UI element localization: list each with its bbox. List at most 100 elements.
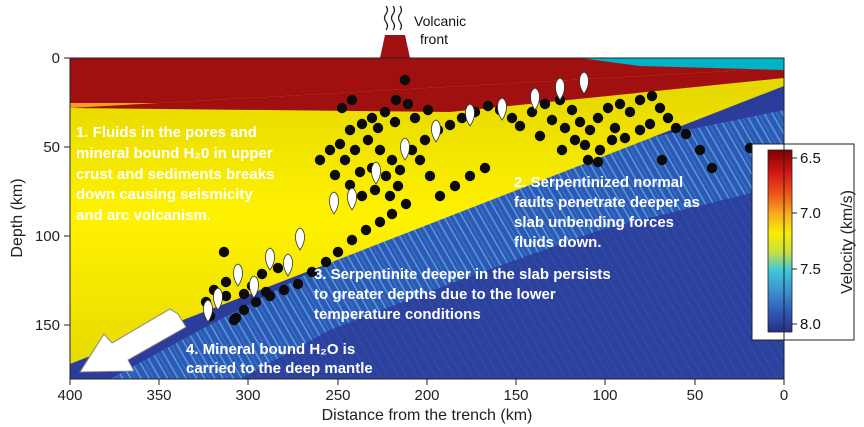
colorbar-tick: 6.5 — [800, 150, 821, 167]
earthquake-dot — [546, 114, 558, 126]
fluid-drop-icon — [371, 161, 381, 185]
earthquake-dot — [706, 162, 718, 174]
x-tick: 400 — [57, 387, 82, 404]
earthquake-dot — [349, 144, 361, 156]
earthquake-dot — [379, 106, 391, 118]
earthquake-dot — [414, 154, 426, 166]
earthquake-dot — [400, 198, 412, 210]
slab-crust-cover — [70, 68, 784, 112]
x-tick: 350 — [146, 387, 171, 404]
earthquake-dot — [392, 180, 404, 192]
earthquake-dot — [344, 124, 356, 136]
earthquake-dot — [238, 304, 250, 316]
annotation-2: 2. Serpentinized normal faults penetrate… — [514, 174, 700, 251]
svg-text:down causing seismicity: down causing seismicity — [76, 186, 253, 203]
earthquake-dot — [609, 122, 621, 134]
x-tick: 150 — [503, 387, 528, 404]
earthquake-dot — [394, 164, 406, 176]
earthquake-dot — [256, 268, 268, 280]
fluid-drop-icon — [465, 103, 475, 127]
fluid-drop-icon — [555, 77, 565, 101]
svg-text:temperature conditions: temperature conditions — [314, 306, 481, 323]
colorbar-tick: 8.0 — [800, 316, 821, 333]
ocean-water — [580, 58, 784, 70]
svg-text:1. Fluids in the pores and: 1. Fluids in the pores and — [76, 124, 257, 141]
earthquake-dot — [292, 278, 304, 290]
svg-text:2. Serpentinized normal: 2. Serpentinized normal — [514, 174, 683, 191]
overriding-crust — [70, 58, 784, 108]
earthquake-dot — [329, 169, 341, 181]
earthquake-dot — [356, 118, 368, 130]
earthquake-dot — [320, 256, 332, 268]
earthquake-dot — [409, 112, 421, 124]
earthquake-dot — [362, 134, 374, 146]
earthquake-dot — [384, 190, 396, 202]
earthquake-dot — [619, 132, 631, 144]
earthquake-dot — [369, 184, 381, 196]
svg-text:to greater depths due to the l: to greater depths due to the lower — [314, 286, 556, 303]
earthquake-dot — [374, 144, 386, 156]
svg-text:fluids down.: fluids down. — [514, 234, 602, 251]
earthquake-dot — [566, 104, 578, 116]
earthquake-dot — [482, 100, 494, 112]
svg-text:carried to the deep mantle: carried to the deep mantle — [186, 360, 373, 377]
earthquake-dot — [334, 138, 346, 150]
earthquake-dot — [366, 112, 378, 124]
colorbar: 6.5 7.0 7.5 8.0 Velocity (km/s) — [751, 143, 856, 341]
volcano-cone — [380, 35, 410, 58]
earthquake-dot — [559, 122, 571, 134]
earthquake-dot — [584, 124, 596, 136]
svg-text:slab unbending forces: slab unbending forces — [514, 214, 674, 231]
annotation-3: 3. Serpentinite deeper in the slab persi… — [314, 266, 611, 323]
earthquake-dot — [278, 284, 290, 296]
earthquake-dot — [514, 120, 526, 132]
earthquake-dot — [614, 98, 626, 110]
earthquake-dot — [434, 190, 446, 202]
earthquake-dot — [344, 179, 356, 191]
earthquake-dot — [220, 290, 232, 302]
x-axis-label: Distance from the trench (km) — [322, 407, 533, 424]
earthquake-dot — [624, 106, 636, 118]
earthquake-dot — [634, 124, 646, 136]
svg-text:faults penetrate deeper as: faults penetrate deeper as — [514, 194, 700, 211]
earthquake-dot — [386, 154, 398, 166]
earthquake-dot — [444, 119, 456, 131]
x-tick: 300 — [235, 387, 260, 404]
earthquake-dot — [449, 180, 461, 192]
fluid-drops — [203, 71, 589, 323]
earthquake-dot — [680, 128, 692, 140]
earthquake-dot — [402, 98, 414, 110]
fluid-drop-icon — [233, 263, 243, 287]
svg-text:4. Mineral bound H₂O is: 4. Mineral bound H₂O is — [186, 341, 355, 358]
fluid-drop-icon — [295, 227, 305, 251]
x-tick: 0 — [780, 387, 788, 404]
annotation-1: 1. Fluids in the pores and mineral bound… — [76, 124, 274, 224]
steam-icon — [383, 5, 403, 31]
volcanic-front-label-line2: front — [420, 31, 448, 47]
earthquake-dot — [606, 134, 618, 146]
earthquake-dot — [260, 286, 272, 298]
earthquake-dot — [579, 139, 591, 151]
fluid-drop-icon — [203, 299, 213, 323]
colorbar-ramp — [767, 149, 793, 333]
slab-crust-band — [70, 68, 784, 364]
fluid-drop-icon — [347, 187, 357, 211]
earthquake-dot — [569, 134, 581, 146]
colorbar-tick: 7.0 — [800, 205, 821, 222]
fluid-drop-icon — [265, 247, 275, 271]
earthquake-dot — [419, 134, 431, 146]
earthquake-dot — [670, 122, 682, 134]
earthquake-dot — [694, 144, 706, 156]
fluid-drop-icon — [249, 275, 259, 299]
earthquake-dot — [602, 102, 614, 114]
volcanic-front-label-line1: Volcanic — [414, 13, 466, 29]
earthquake-dot — [574, 116, 586, 128]
colorbar-tick: 7.5 — [800, 261, 821, 278]
y-tick: 150 — [35, 317, 60, 334]
slab-interior — [240, 185, 784, 379]
earthquake-dot — [594, 144, 606, 156]
x-tick: 250 — [325, 387, 350, 404]
earthquake-dot — [250, 296, 262, 308]
earthquake-dot — [332, 246, 344, 258]
svg-text:crust and sediments breaks: crust and sediments breaks — [76, 166, 274, 183]
